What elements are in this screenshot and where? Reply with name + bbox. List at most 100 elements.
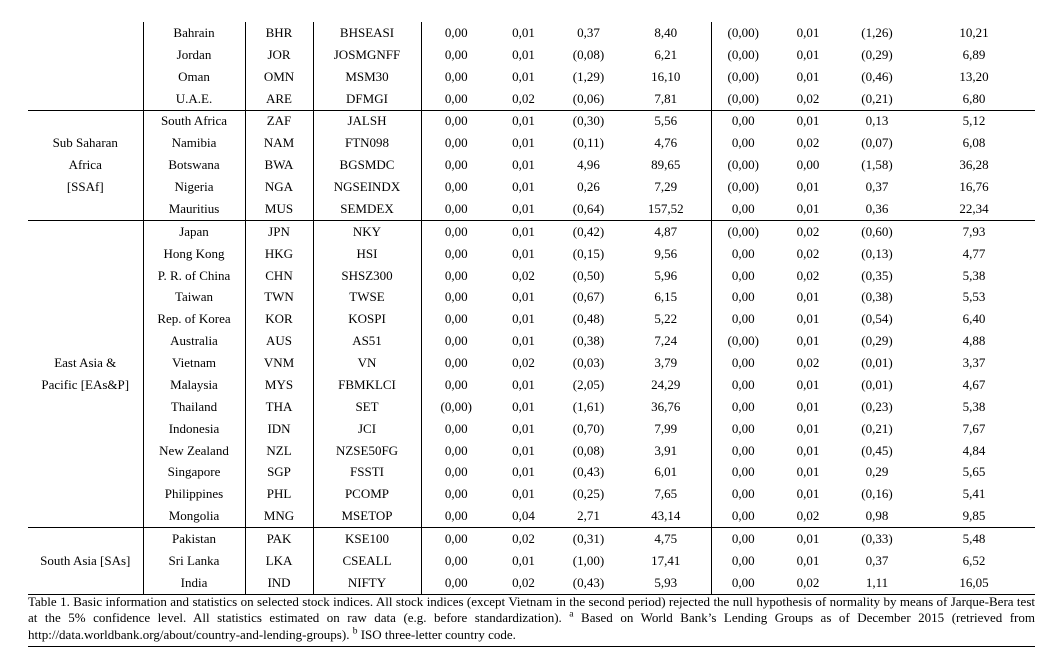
table-row: Singapore SGP FSSTI 0,00 0,01 (0,43) 6,01 0,00 0…: [28, 461, 1035, 484]
value-cell: 0,01: [796, 179, 820, 195]
value-cell: 0,00: [711, 571, 775, 595]
value-cell: (0,38): [861, 289, 893, 305]
value-cell: 0,00: [731, 289, 755, 305]
country-cell: New Zealand: [143, 439, 246, 462]
value-cell: 0,00: [444, 135, 468, 151]
country-cell: Malaysia: [143, 374, 246, 396]
value-cell: (0,33): [841, 527, 913, 550]
table-row: Bahrain BHR BHSEASI 0,00 0,01 0,37 8,40 (0,00) 0…: [28, 22, 1035, 110]
value-cell: 0,02: [796, 90, 820, 106]
value-cell: 0,00: [731, 200, 755, 216]
index-name-cell: CSEALL: [313, 550, 422, 572]
value-cell: 2,71: [577, 508, 600, 524]
value-cell: (0,13): [861, 245, 893, 261]
value-cell: 6,01: [621, 461, 712, 484]
country-cell: Oman: [143, 65, 246, 88]
value-cell: 0,00: [731, 552, 755, 568]
country-cell: Philippines: [143, 483, 246, 506]
value-cell: 5,93: [621, 571, 712, 595]
value-cell: (0,42): [556, 219, 621, 243]
value-cell: 0,04: [512, 508, 535, 524]
value-cell: 6,89: [962, 46, 986, 62]
country-cell: Mauritius: [143, 198, 246, 221]
value-cell: 0,37: [865, 179, 889, 195]
value-cell: (0,16): [861, 486, 893, 502]
index-name-cell: FSSTI: [313, 461, 422, 484]
index-name-cell: SHSZ300: [313, 264, 422, 287]
table-row: South Asia [SAs] Pakistan PAK KSE100 0,00 0,0…: [28, 527, 1035, 595]
value-cell: 0,01: [796, 442, 820, 458]
value-cell: 7,81: [621, 87, 712, 110]
country-code-cell: SGP: [245, 461, 314, 484]
value-cell: 6,21: [621, 43, 712, 66]
country-cell: Hong Kong: [143, 242, 246, 265]
value-cell: 0,01: [512, 46, 535, 62]
table-row: Thailand THA SET (0,00) 0,01 (1,61) 36,76 0,00 0…: [28, 395, 1035, 418]
country-cell: Vietnam: [143, 352, 246, 374]
value-cell: 0,00: [731, 355, 755, 371]
value-cell: (1,58): [861, 157, 893, 173]
value-cell: 0,02: [512, 90, 535, 106]
value-cell: 43,14: [621, 505, 712, 528]
country-cell: Namibia: [143, 132, 246, 155]
value-cell: 0,01: [512, 552, 535, 568]
index-name-cell: AS51: [313, 330, 422, 353]
value-cell: (0,35): [861, 267, 893, 283]
value-cell: 0,01: [512, 68, 535, 84]
value-cell: (0,23): [861, 398, 893, 414]
value-cell: 0,01: [796, 486, 820, 502]
value-cell: 0,36: [865, 200, 889, 216]
country-code-cell: MNG: [245, 505, 314, 528]
value-cell: 0,26: [577, 179, 600, 195]
value-cell: 0,00: [444, 24, 468, 40]
value-cell: 0,00: [444, 552, 468, 568]
region-label-line: Pacific [EAs&P]: [41, 377, 130, 392]
value-cell: 0,00: [444, 245, 468, 261]
value-cell: 0,01: [512, 376, 535, 392]
index-name-cell: NZSE50FG: [313, 439, 422, 462]
value-cell: 0,02: [775, 219, 841, 243]
caption-footnote-a: Based on World Bank’s Lending Groups as …: [28, 610, 1035, 642]
value-cell: 36,28: [959, 157, 989, 173]
value-cell: 0,02: [796, 245, 820, 261]
table-row: Rep. of Korea KOR KOSPI 0,00 0,01 (0,48) 5,22 0…: [28, 308, 1035, 331]
value-cell: (0,46): [861, 68, 893, 84]
value-cell: 0,02: [796, 135, 820, 151]
country-cell: Thailand: [143, 395, 246, 418]
country-cell: Bahrain: [143, 22, 246, 44]
country-cell: Singapore: [143, 461, 246, 484]
value-cell: 6,08: [962, 135, 986, 151]
table-row: Namibia NAM FTN098 0,00 0,01 (0,11) 4,76 0,00 0,…: [28, 132, 1035, 155]
value-cell: 6,80: [962, 90, 986, 106]
value-cell: 7,24: [621, 330, 712, 353]
value-cell: (0,08): [572, 442, 605, 458]
value-cell: 0,01: [512, 333, 535, 349]
value-cell: 0,01: [796, 552, 820, 568]
value-cell: 0,00: [731, 245, 755, 261]
value-cell: 0,37: [577, 24, 600, 40]
value-cell: 0,02: [512, 355, 535, 371]
index-name-cell: HSI: [313, 242, 422, 265]
value-cell: 0,01: [796, 420, 820, 436]
value-cell: (0,00): [440, 398, 472, 414]
value-cell: (0,03): [572, 355, 605, 371]
value-cell: 0,00: [711, 109, 775, 133]
value-cell: 0,01: [491, 109, 556, 133]
index-name-cell: FBMKLCI: [313, 374, 422, 396]
country-code-cell: CHN: [245, 264, 314, 287]
value-cell: 0,37: [865, 552, 889, 568]
value-cell: 0,01: [512, 442, 535, 458]
value-cell: 9,56: [621, 242, 712, 265]
value-cell: (0,45): [861, 442, 893, 458]
region-group: Sub Saharan Africa [SSAf] South Africa ZAF JA…: [28, 109, 1035, 221]
value-cell: 3,79: [621, 352, 712, 374]
country-cell: Jordan: [143, 43, 246, 66]
value-cell: 0,02: [491, 571, 556, 595]
value-cell: 0,00: [731, 442, 755, 458]
index-name-cell: VN: [313, 352, 422, 374]
value-cell: 0,01: [512, 157, 535, 173]
table-row: Jordan JOR JOSMGNFF 0,00 0,01 (0,08) 6,21 (0,00…: [28, 43, 1035, 66]
value-cell: (0,07): [861, 135, 893, 151]
table-row: Sub Saharan Africa [SSAf] South Africa ZAF JA…: [28, 109, 1035, 221]
